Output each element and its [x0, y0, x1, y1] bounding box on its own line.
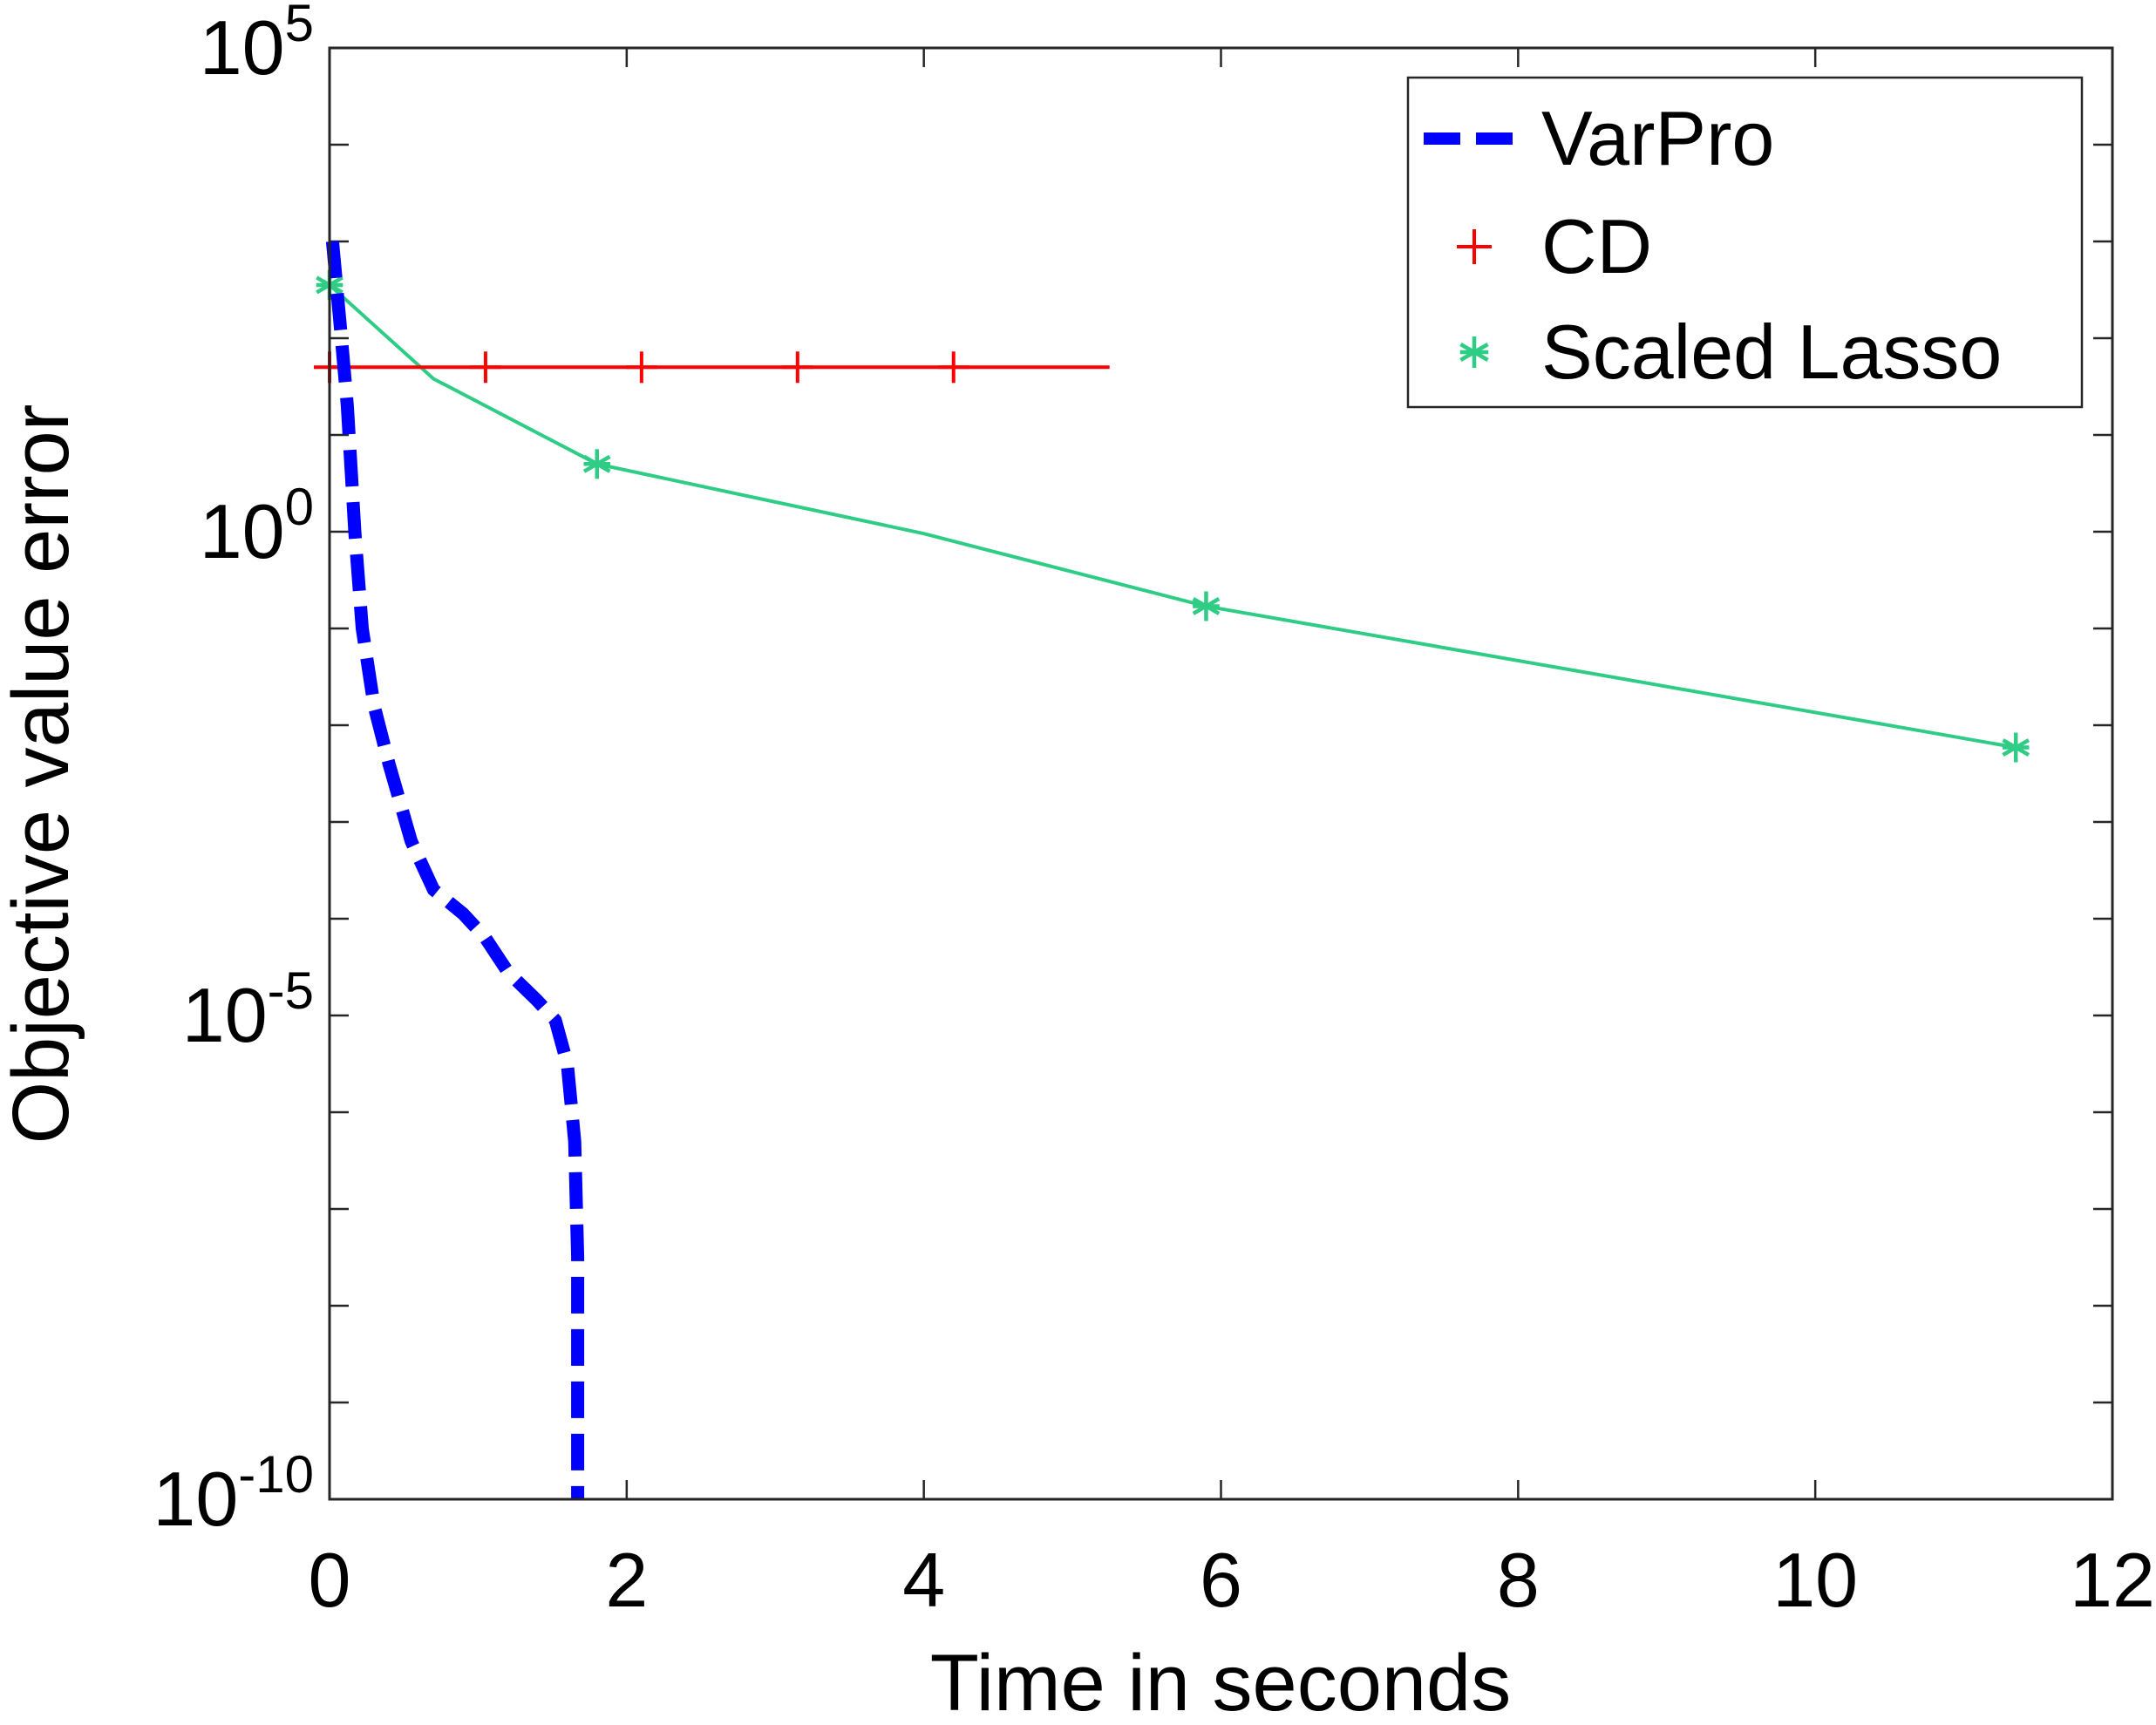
legend-scaled-lasso-marker [1459, 336, 1489, 368]
y-tick-label: 10-5 [182, 961, 314, 1058]
series-scaled-lasso-marker [2002, 732, 2030, 763]
legend: VarPro CD Scaled Lasso [1406, 76, 2084, 409]
y-tick-label: 10-10 [153, 1445, 314, 1542]
series-scaled-lasso-marker [1192, 591, 1221, 621]
x-tick-label: 6 [1200, 1537, 1242, 1623]
series-cd-marker [937, 351, 969, 384]
y-tick-label: 105 [200, 0, 314, 91]
x-tick-label: 2 [605, 1537, 648, 1623]
legend-box [1406, 76, 2084, 409]
legend-cd-label: CD [1541, 203, 1652, 289]
y-tick-label: 100 [200, 478, 314, 574]
series-cd-marker [781, 351, 813, 384]
series-varpro-line [325, 241, 585, 1499]
x-tick-label: 4 [902, 1537, 945, 1623]
x-tick-label: 0 [309, 1537, 351, 1623]
x-tick-label: 10 [1772, 1537, 1858, 1623]
plot-frame [328, 46, 2114, 1501]
legend-scaled-lasso-label: Scaled Lasso [1541, 309, 2002, 395]
series-layer [314, 241, 2030, 1499]
x-tick-label: 12 [2070, 1537, 2155, 1623]
legend-scaled-lasso-asterisk [1459, 336, 1489, 368]
legend-cd-marker [1457, 229, 1492, 264]
legend-varpro-label: VarPro [1541, 95, 1774, 181]
series-cd-marker [625, 351, 657, 384]
x-tick-label: 8 [1497, 1537, 1540, 1623]
x-axis-label: Time in seconds [930, 1639, 1511, 1725]
series-cd-marker [469, 351, 501, 384]
tick-labels: 0 2 4 6 8 10 12 105 100 10-5 10-10 [153, 0, 2155, 1623]
series-scaled-lasso-line [328, 283, 2017, 750]
y-axis-label: Objective value error [0, 404, 85, 1144]
series-scaled-lasso-marker [582, 449, 611, 479]
legend-cd-plus [1457, 229, 1492, 264]
